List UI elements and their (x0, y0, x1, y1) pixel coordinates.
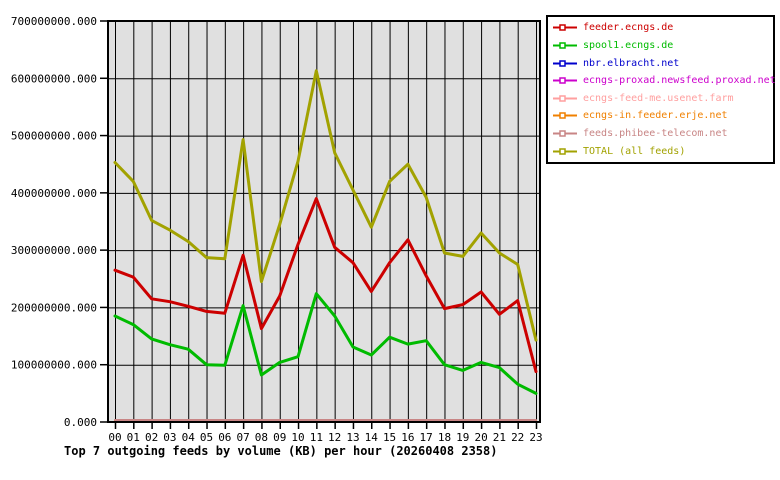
y-axis-label: 300000000.000 (11, 244, 97, 257)
x-axis-label: 16 (401, 431, 414, 444)
legend-entry: nbr.elbracht.net (553, 55, 773, 72)
legend: feeder.ecngs.de spool1.ecngs.de nbr.elbrac… (546, 15, 776, 164)
legend-point-marker (559, 24, 566, 32)
series-line (113, 69, 538, 342)
legend-label: feeds.phibee-telecom.net (583, 128, 728, 140)
legend-marker-icon (553, 130, 577, 137)
y-axis-labels: 0.000 100000000.000 200000000.000 300000000… (11, 15, 97, 429)
legend-marker-icon (553, 112, 577, 120)
legend-entry: feeder.ecngs.de (553, 19, 773, 36)
x-axis-label: 13 (346, 431, 359, 444)
x-axis-label: 01 (127, 431, 140, 444)
x-axis-label: 11 (310, 431, 323, 444)
x-axis-label: 22 (511, 431, 524, 444)
legend-label: ecngs-proxad.newsfeed.proxad.net (583, 75, 776, 87)
series-line (113, 292, 538, 395)
legend-entry: feeds.phibee-telecom.net (553, 125, 773, 142)
legend-marker-icon (553, 24, 577, 32)
x-axis-label: 09 (273, 431, 286, 444)
series-spool1-ecngs-de (113, 292, 538, 395)
axis-ticks (100, 20, 538, 429)
legend-point-marker (559, 147, 566, 155)
legend-label: spool1.ecngs.de (583, 39, 674, 51)
legend-point-marker (559, 77, 566, 84)
legend-point-marker (559, 130, 566, 137)
legend-label: ecngs-in.feeder.erje.net (583, 110, 728, 122)
legend-label: feeder.ecngs.de (583, 22, 674, 34)
legend-marker-icon (553, 77, 577, 84)
legend-entry: ecngs-feed-me.usenet.farm (553, 90, 773, 107)
x-axis-label: 19 (456, 431, 469, 444)
chart-title: Top 7 outgoing feeds by volume (KB) per … (64, 444, 498, 458)
x-axis-labels: 00 01 02 03 04 05 06 07 08 09 10 11 12 13 14 15 16 17 18 19… (108, 431, 542, 444)
x-axis-label: 05 (200, 431, 213, 444)
legend-entry: ecngs-proxad.newsfeed.proxad.net (553, 72, 776, 89)
legend-entry: TOTAL (all feeds) (553, 143, 773, 160)
legend-entry: spool1.ecngs.de (553, 37, 773, 54)
y-axis-label: 200000000.000 (11, 301, 97, 314)
x-axis-label: 15 (383, 431, 396, 444)
legend-label: ecngs-feed-me.usenet.farm (583, 92, 734, 104)
x-axis-label: 23 (529, 431, 542, 444)
legend-point-marker (559, 95, 566, 102)
x-axis-label: 06 (218, 431, 231, 444)
y-axis-label: 600000000.000 (11, 72, 97, 85)
x-axis-label: 12 (328, 431, 341, 444)
legend-label: nbr.elbracht.net (583, 57, 680, 69)
x-axis-label: 18 (438, 431, 451, 444)
x-axis-label: 14 (365, 431, 379, 444)
legend-entry: ecngs-in.feeder.erje.net (553, 107, 773, 124)
y-axis-label: 400000000.000 (11, 187, 97, 200)
legend-label: TOTAL (all feeds) (583, 145, 686, 157)
x-axis-label: 03 (163, 431, 176, 444)
series-total-all-feeds- (113, 69, 538, 342)
x-axis-label: 10 (291, 431, 304, 444)
series-line (113, 197, 538, 374)
x-axis-label: 21 (493, 431, 506, 444)
y-axis-label: 100000000.000 (11, 359, 97, 372)
x-axis-label: 07 (237, 431, 250, 444)
x-axis-label: 02 (145, 431, 158, 444)
y-axis-label: 500000000.000 (11, 130, 97, 143)
legend-marker-icon (553, 59, 577, 67)
x-axis-label: 20 (474, 431, 487, 444)
x-axis-label: 00 (108, 431, 121, 444)
legend-point-marker (559, 42, 566, 49)
legend-point-marker (559, 59, 566, 67)
legend-point-marker (559, 112, 566, 120)
legend-marker-icon (553, 147, 577, 155)
legend-marker-icon (553, 42, 577, 49)
y-axis-label: 700000000.000 (11, 15, 97, 28)
legend-marker-icon (553, 95, 577, 102)
y-axis-label: 0.000 (64, 416, 97, 429)
x-axis-label: 04 (182, 431, 196, 444)
series-feeder-ecngs-de (113, 197, 538, 374)
x-axis-label: 08 (255, 431, 268, 444)
x-axis-label: 17 (420, 431, 433, 444)
plot-border (107, 20, 541, 423)
